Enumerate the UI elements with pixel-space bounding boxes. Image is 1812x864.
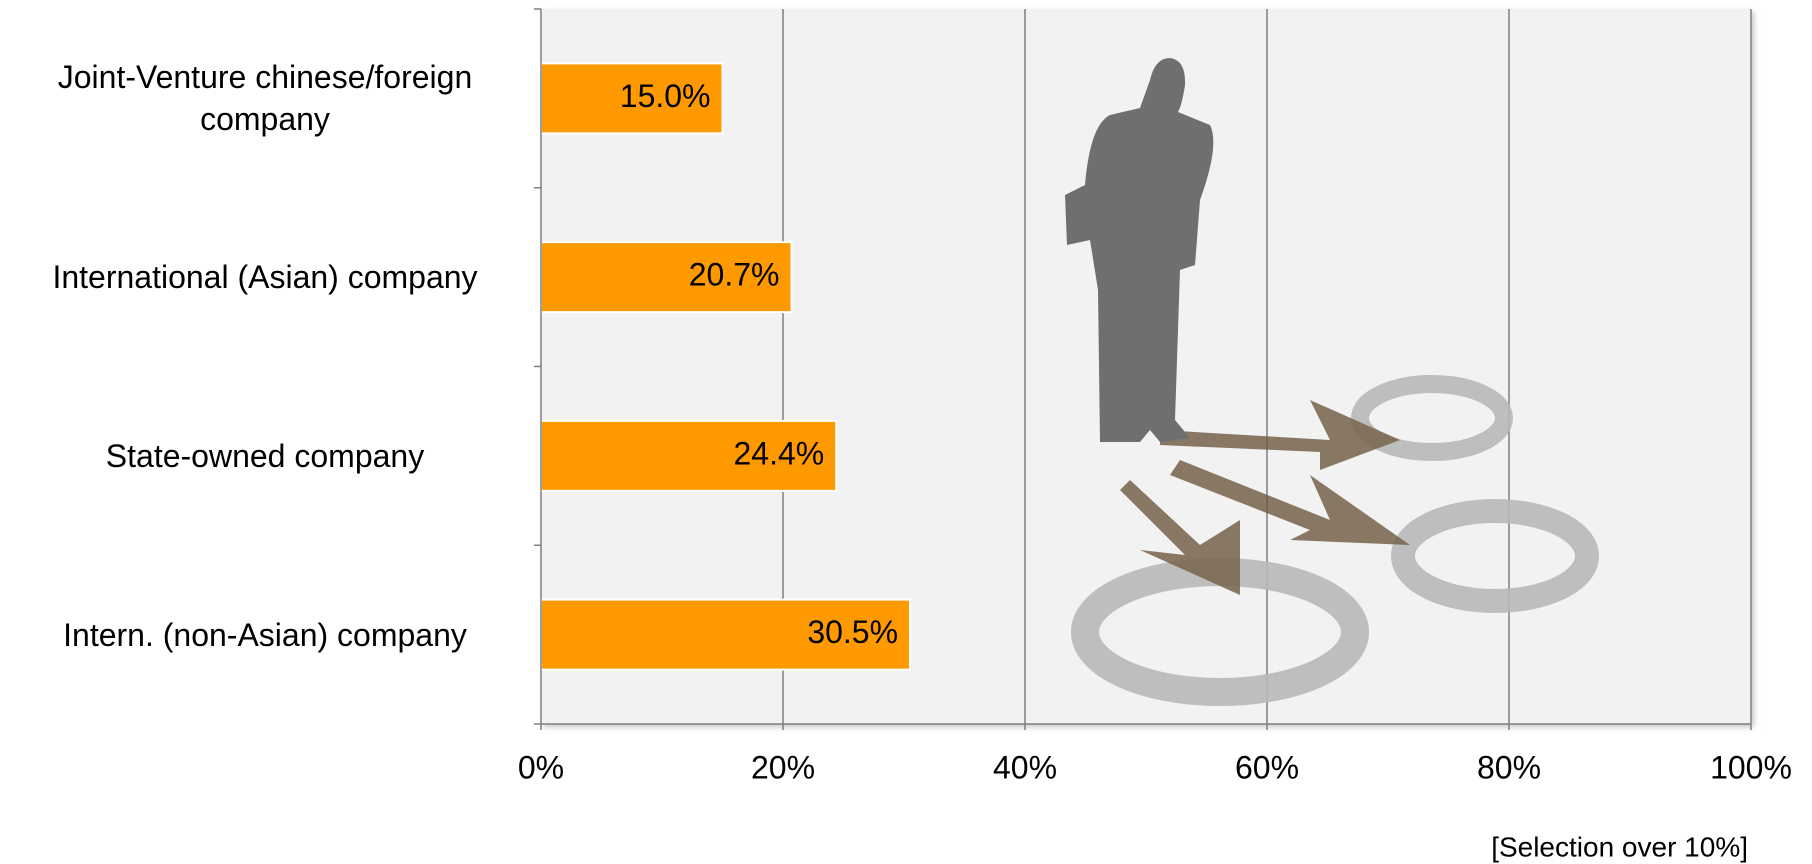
ring [1391,499,1599,613]
decoration [1065,58,1599,706]
x-tick-label: 100% [1710,749,1792,785]
silhouette [1065,58,1214,442]
data-label: 15.0% [620,78,711,114]
bar [540,62,724,135]
x-tick-label: 20% [751,749,815,785]
x-tick-label: 80% [1477,749,1541,785]
y-tick-label: Joint-Venture chinese/foreign company [57,59,473,138]
y-tick-label: State-owned company [105,437,425,474]
note: [Selection over 10%] [1491,831,1748,862]
data-label: 20.7% [689,257,780,293]
x-tick-label: 60% [1235,749,1299,785]
data-label: 24.4% [734,435,825,471]
bar [540,598,912,671]
x-tick-label: 40% [993,749,1057,785]
arrow [1120,480,1240,595]
x-tick-label: 0% [518,749,564,785]
y-tick-label: Intern. (non-Asian) company [63,616,467,653]
y-tick-label: International (Asian) company [52,259,478,296]
data-label: 30.5% [807,614,898,650]
bar [540,241,793,314]
bar [540,419,838,492]
bars: 15.0% 20.7% 24.4% 30.5% [540,62,912,671]
ring [1351,375,1513,461]
arrow [1170,460,1410,545]
arrow [1160,400,1400,470]
